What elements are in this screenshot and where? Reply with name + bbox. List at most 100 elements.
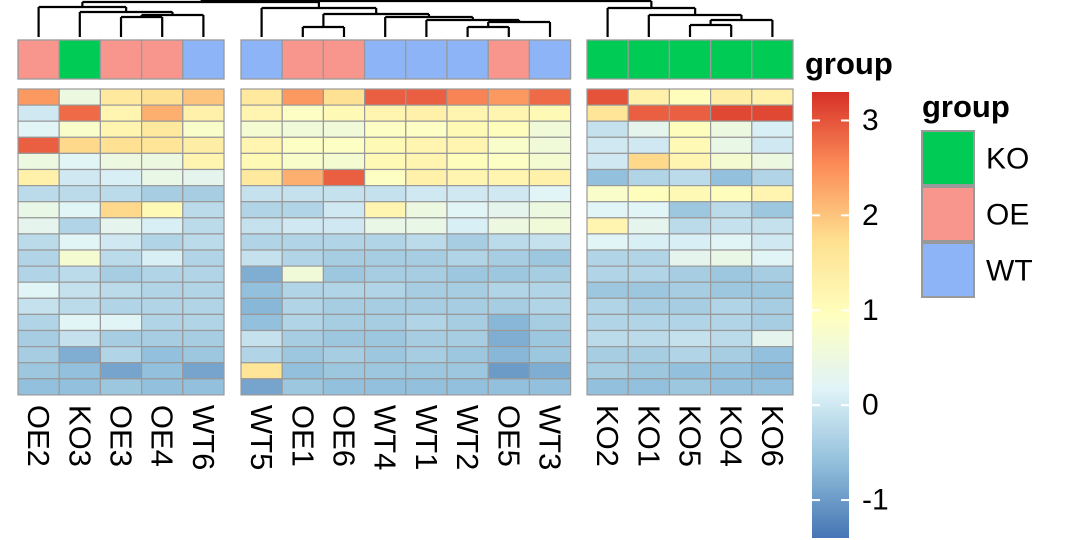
heatmap-cell (17, 88, 60, 106)
heatmap-cell (281, 362, 325, 380)
heatmap-cell (281, 185, 325, 203)
heatmap-cell (487, 136, 531, 155)
group-legend-label-WT: WT (986, 255, 1033, 288)
heatmap-cell (405, 168, 448, 187)
heatmap-cell (141, 201, 184, 219)
heatmap-cell (322, 297, 366, 315)
heatmap-cell (281, 168, 325, 187)
heatmap-cell (141, 265, 184, 283)
heatmap-cell (17, 362, 60, 380)
heatmap-cell (487, 88, 531, 106)
heatmap-cell (240, 201, 283, 219)
heatmap-cell (751, 313, 794, 332)
column-label-OE6: OE6 (327, 405, 362, 467)
heatmap-cell (627, 297, 671, 315)
heatmap-cell (99, 185, 143, 203)
heatmap-cell (281, 233, 325, 251)
heatmap-cell (709, 233, 753, 251)
heatmap-cell (446, 104, 489, 122)
heatmap-cell (182, 120, 225, 138)
heatmap-cell (281, 297, 325, 315)
heatmap-cell (405, 329, 448, 348)
heatmap-cell (99, 120, 143, 138)
heatmap-cell (58, 104, 102, 122)
heatmap-cell (446, 297, 489, 315)
heatmap-cell (17, 297, 60, 315)
annotation-cell-WT2 (446, 39, 489, 80)
heatmap-cell (487, 185, 531, 203)
heatmap-cell (751, 168, 794, 187)
heatmap-cell (182, 378, 225, 396)
heatmap-cell (528, 281, 572, 299)
column-label-OE2: OE2 (21, 405, 56, 467)
annotation-cell-KO4 (709, 39, 753, 80)
heatmap-cell (322, 329, 366, 348)
heatmap-cell (17, 201, 60, 219)
heatmap-cell (586, 297, 629, 315)
heatmap-cell (709, 136, 753, 155)
heatmap-cell (182, 217, 225, 235)
heatmap-cell (240, 185, 283, 203)
group-legend-swatch-OE (921, 186, 975, 242)
heatmap-cell (240, 297, 283, 315)
column-label-WT5: WT5 (244, 405, 279, 470)
heatmap-cell (58, 362, 102, 380)
heatmap-cell (182, 329, 225, 348)
heatmap-cell (528, 329, 572, 348)
heatmap-cell (141, 104, 184, 122)
heatmap-cell (709, 362, 753, 380)
heatmap-cell (627, 168, 671, 187)
heatmap-cell (528, 152, 572, 171)
heatmap-cell (141, 378, 184, 396)
heatmap-cell (627, 313, 671, 332)
heatmap-cell (99, 104, 143, 122)
heatmap-cell (528, 378, 572, 396)
heatmap-cell (364, 329, 407, 348)
annotation-cell-WT6 (182, 39, 225, 80)
annotation-cell-WT1 (405, 39, 448, 80)
color-scale-bar (812, 92, 849, 538)
heatmap-cell (322, 346, 366, 364)
heatmap-cell (281, 136, 325, 155)
heatmap-cell (322, 217, 366, 235)
heatmap-cell (322, 265, 366, 283)
heatmap-cell (751, 104, 794, 122)
heatmap-cell (99, 249, 143, 267)
column-label-OE1: OE1 (285, 405, 320, 467)
heatmap-cell (487, 217, 531, 235)
heatmap-cell (405, 313, 448, 332)
heatmap-cell (281, 88, 325, 106)
heatmap-cell (668, 120, 712, 138)
heatmap-cell (141, 88, 184, 106)
heatmap-cell (364, 313, 407, 332)
heatmap-cell (182, 88, 225, 106)
heatmap-cell (487, 168, 531, 187)
heatmap-cell (141, 152, 184, 171)
heatmap-cell (141, 185, 184, 203)
heatmap-cell (528, 249, 572, 267)
heatmap-cell (751, 88, 794, 106)
heatmap-cell (58, 313, 102, 332)
heatmap-cell (446, 88, 489, 106)
heatmap-cell (446, 265, 489, 283)
heatmap-cell (17, 152, 60, 171)
heatmap-cell (58, 297, 102, 315)
heatmap-cell (528, 88, 572, 106)
heatmap-cell (586, 346, 629, 364)
heatmap-cell (322, 185, 366, 203)
heatmap-cell (240, 88, 283, 106)
heatmap-cell (586, 217, 629, 235)
heatmap-cell (182, 104, 225, 122)
heatmap-cell (141, 120, 184, 138)
heatmap-cell (364, 233, 407, 251)
heatmap-cell (99, 329, 143, 348)
heatmap-cell (17, 329, 60, 348)
heatmap-cell (586, 362, 629, 380)
heatmap-cell (99, 346, 143, 364)
heatmap-cell (586, 313, 629, 332)
heatmap-cell (182, 168, 225, 187)
heatmap-cell (182, 346, 225, 364)
heatmap-cell (627, 152, 671, 171)
heatmap-cell (627, 88, 671, 106)
heatmap-cell (627, 281, 671, 299)
